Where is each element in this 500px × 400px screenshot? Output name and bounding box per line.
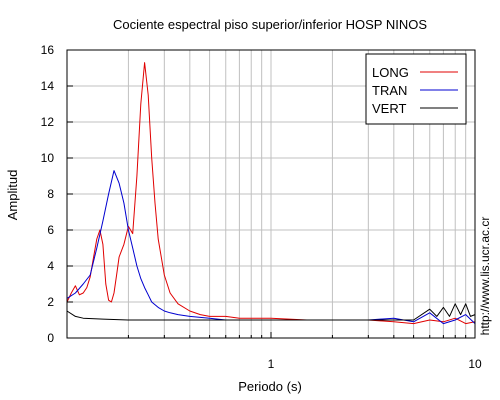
y-tick-label: 12	[41, 115, 55, 129]
y-tick-label: 0	[47, 331, 54, 345]
y-tick-label: 2	[47, 295, 54, 309]
x-tick-label: 10	[468, 357, 482, 371]
x-axis-ticks: 1 10	[66, 332, 482, 371]
series-line-vert	[66, 303, 476, 321]
y-tick-label: 10	[41, 151, 55, 165]
watermark-url: http://www.lis.ucr.ac.cr	[478, 217, 492, 336]
x-tick-label: 1	[268, 357, 275, 371]
y-tick-label: 14	[41, 79, 55, 93]
y-tick-label: 4	[47, 259, 54, 273]
legend: LONG TRAN VERT	[365, 53, 467, 125]
y-tick-label: 6	[47, 223, 54, 237]
series-layer	[66, 62, 476, 325]
legend-label-vert: VERT	[372, 101, 406, 116]
y-axis-ticks: 0 2 4 6 8 10 12 14 16	[41, 43, 73, 345]
y-tick-label: 8	[47, 187, 54, 201]
y-tick-label: 16	[41, 43, 55, 57]
series-line-tran	[66, 170, 476, 325]
chart-title: Cociente espectral piso superior/inferio…	[113, 17, 427, 32]
legend-label-tran: TRAN	[372, 83, 407, 98]
y-axis-label: Amplitud	[5, 170, 20, 221]
x-axis-label: Periodo (s)	[238, 379, 302, 394]
legend-label-long: LONG	[372, 65, 409, 80]
legend-box	[365, 53, 467, 125]
